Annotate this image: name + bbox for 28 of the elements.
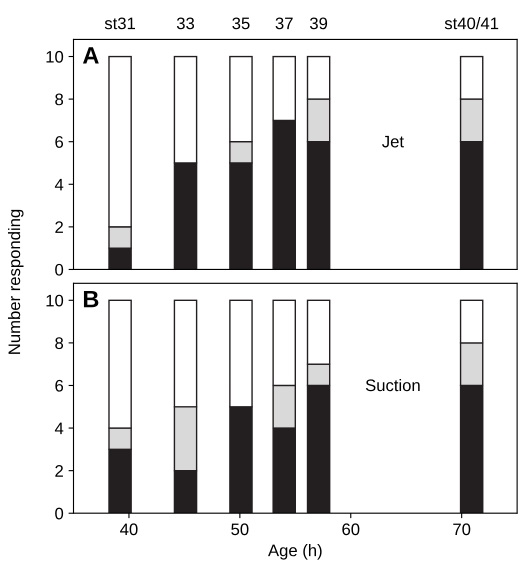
y-tick-label: 6	[55, 136, 64, 148]
x-tick-label: 70	[453, 523, 470, 536]
text: 39	[310, 17, 328, 30]
y-tick-label: 4	[54, 178, 64, 190]
x-tick-label: 60	[342, 523, 360, 536]
x-axis-title: Age (h)	[268, 544, 322, 560]
text: 37	[276, 17, 293, 30]
text: st40/41	[444, 17, 498, 30]
y-tick-label: 8	[55, 94, 64, 106]
y-tick-label: 4	[54, 422, 64, 434]
x-tick-label: 40	[120, 523, 138, 536]
x-tick-label: 50	[231, 523, 248, 536]
y-tick-label: 0	[55, 508, 64, 520]
y-tick-label: 10	[46, 294, 64, 306]
annotation: Jet	[382, 136, 404, 148]
y-tick-label: 6	[55, 380, 64, 392]
text: 33	[176, 17, 194, 30]
y-axis-title: Number responding	[8, 210, 24, 354]
text: st31	[104, 17, 136, 30]
annotation: B	[84, 291, 98, 308]
y-tick-label: 2	[55, 465, 63, 477]
annotation: Suction	[366, 378, 420, 392]
y-tick-label: 10	[46, 50, 64, 63]
y-tick-label: 0	[55, 264, 64, 276]
annotation: A	[82, 47, 99, 64]
y-tick-label: 2	[55, 221, 63, 233]
y-tick-label: 8	[55, 337, 64, 350]
text: 35	[232, 17, 250, 30]
